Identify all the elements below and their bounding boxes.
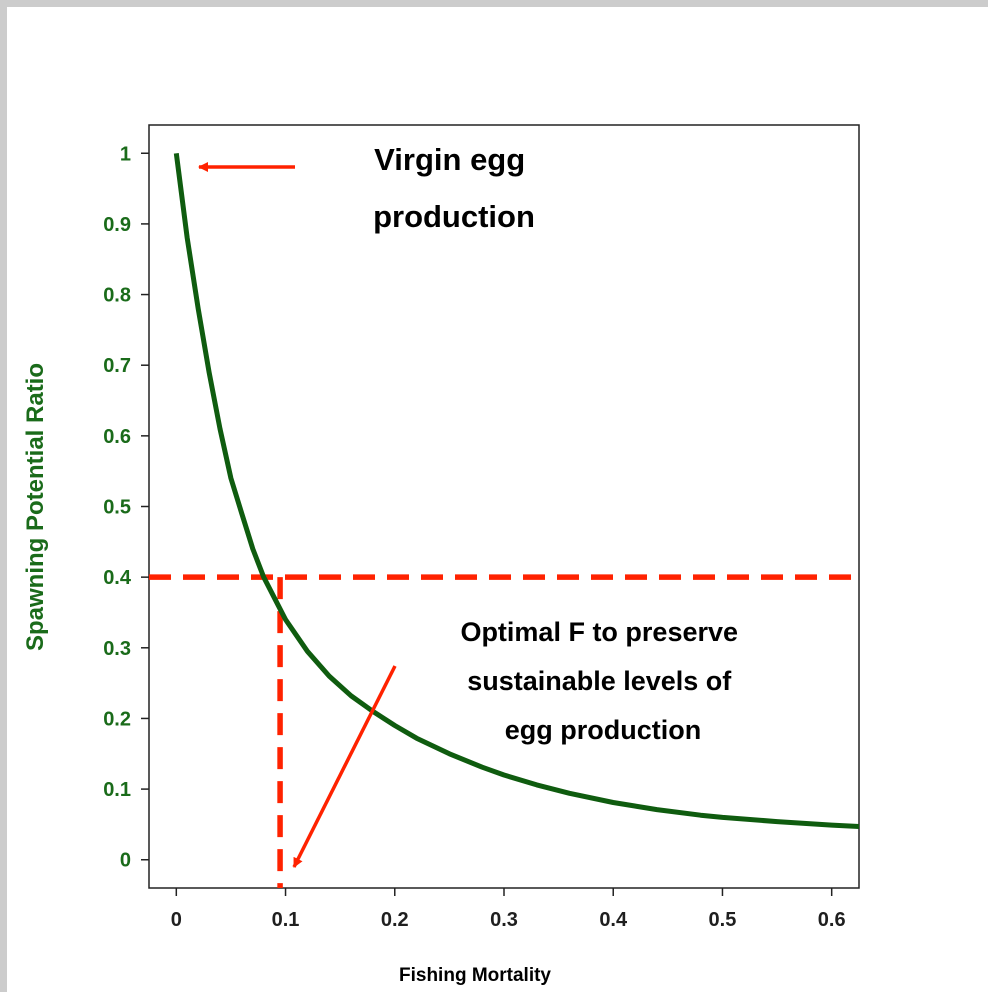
- x-tick-label: 0.5: [709, 909, 737, 931]
- y-axis-title: Spawning Potential Ratio: [22, 363, 49, 651]
- annotation-virgin-egg-line-1: Virgin egg: [374, 142, 525, 177]
- annotation-optimal-f-line-3: egg production: [505, 715, 701, 745]
- figure-frame: 0 0.1 0.2 0.3 0.4 0.5 0.6 0.7 0.8 0.9 1 0 0.1 0.2 0.3…: [7, 7, 988, 992]
- y-axis: 0 0.1 0.2 0.3 0.4 0.5 0.6 0.7 0.8 0.9 1: [103, 143, 149, 872]
- annotation-virgin-egg: Virgin egg production: [373, 142, 535, 234]
- y-tick-label: 0.8: [103, 285, 131, 307]
- y-tick-label: 0.3: [103, 638, 131, 660]
- x-tick-label: 0.2: [381, 909, 409, 931]
- y-tick-label: 1: [120, 143, 131, 165]
- y-tick-label: 0.5: [103, 497, 131, 519]
- annotation-optimal-f: Optimal F to preserve sustainable levels…: [460, 617, 745, 745]
- x-axis: 0 0.1 0.2 0.3 0.4 0.5 0.6: [171, 888, 846, 931]
- y-tick-label: 0.6: [103, 426, 131, 448]
- x-tick-label: 0.1: [272, 909, 300, 931]
- y-tick-label: 0.9: [103, 214, 131, 236]
- x-tick-label: 0.6: [818, 909, 846, 931]
- annotation-optimal-f-line-1: Optimal F to preserve: [460, 617, 738, 647]
- x-tick-label: 0: [171, 909, 182, 931]
- y-tick-label: 0.2: [103, 708, 131, 730]
- reference-lines: [149, 574, 859, 888]
- x-tick-label: 0.3: [490, 909, 518, 931]
- y-tick-label: 0.4: [103, 567, 132, 589]
- annotation-optimal-f-line-2: sustainable levels of: [467, 666, 732, 696]
- x-axis-title: Fishing Mortality: [399, 965, 551, 986]
- chart-canvas: 0 0.1 0.2 0.3 0.4 0.5 0.6 0.7 0.8 0.9 1 0 0.1 0.2 0.3…: [22, 124, 860, 986]
- y-tick-label: 0: [120, 850, 131, 872]
- y-tick-label: 0.1: [103, 779, 131, 801]
- annotation-virgin-egg-line-2: production: [373, 199, 535, 234]
- y-tick-label: 0.7: [103, 355, 131, 377]
- arrow-optimal-f: [292, 665, 397, 868]
- x-tick-label: 0.4: [599, 909, 628, 931]
